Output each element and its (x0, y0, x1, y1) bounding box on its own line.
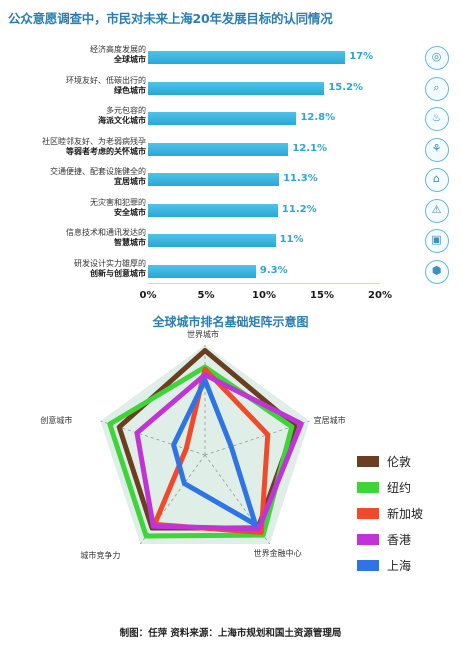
category-icon: ⌕ (425, 76, 449, 101)
legend-label: 新加坡 (387, 507, 424, 521)
bar-category-line1: 多元包容的 (106, 106, 146, 115)
bar-category-label: 社区睦邻友好、为老弱病残孕 等弱者考虑的关怀城市 (42, 137, 146, 157)
bar-row: 社区睦邻友好、为老弱病残孕 等弱者考虑的关怀城市 12.1% ⚘ (0, 137, 461, 163)
bar (148, 81, 325, 95)
bar-category-label: 无灾害和犯罪的 安全城市 (90, 198, 146, 218)
radar-series-香港 (134, 372, 304, 532)
radar-axis-label: 世界城市 (187, 330, 219, 339)
bar-row: 交通便捷、配套设施健全的 宜居城市 11.3% ⌂ (0, 167, 461, 193)
bar-chart-title: 公众意愿调查中，市民对未来上海20年发展目标的认同情况 (8, 11, 333, 26)
bar-value-label: 17% (349, 51, 374, 62)
bar-row: 研发设计实力雄厚的 创新与创意城市 9.3% ⬢ (0, 259, 461, 285)
radar-axis-label: 世界金融中心 (253, 548, 302, 558)
legend-label: 上海 (387, 559, 412, 573)
legend-label: 纽约 (387, 481, 412, 495)
category-icon: ♨ (425, 107, 449, 131)
radar-axis-label: 城市竞争力 (80, 550, 121, 560)
legend-label: 伦敦 (387, 455, 412, 469)
bar (148, 203, 278, 217)
bar-category-label: 信息技术和通讯发达的 智慧城市 (66, 228, 146, 248)
bar-category-line1: 无灾害和犯罪的 (90, 197, 146, 207)
x-tick-label: 15% (310, 290, 334, 301)
legend-swatch (357, 456, 379, 467)
bar-row: 多元包容的 海派文化城市 12.8% ♨ (0, 106, 461, 132)
bar-category-label: 多元包容的 海派文化城市 (98, 106, 146, 126)
bar-category-label: 研发设计实力雄厚的 创新与创意城市 (74, 259, 146, 279)
bar-category-line2: 安全城市 (114, 207, 146, 217)
radar-series-纽约 (107, 364, 295, 539)
bar-value-label: 11% (279, 234, 304, 245)
legend-label: 香港 (387, 533, 412, 547)
category-icon: ▣ (425, 229, 449, 253)
magnifier-icon: ⚠ (431, 202, 442, 216)
category-icon: ⬢ (425, 259, 449, 284)
bar-category-line2: 创新与创意城市 (90, 268, 146, 278)
bar-category-line2: 等弱者考虑的关怀城市 (66, 146, 146, 156)
bar-value-label: 12.1% (292, 142, 328, 154)
radar-chart-title: 全球城市排名基础矩阵示意图 (152, 315, 309, 329)
x-tick-label: 10% (252, 290, 276, 301)
bar-category-line1: 研发设计实力雄厚的 (74, 258, 146, 268)
x-axis-line (148, 283, 380, 284)
bar-value-label: 11.3% (283, 173, 318, 184)
bar (148, 234, 276, 247)
magnifier-icon: ⌂ (433, 172, 440, 185)
bar (148, 173, 280, 186)
bar-category-line1: 社区睦邻友好、为老弱病残孕 (42, 136, 146, 146)
bar-row: 无灾害和犯罪的 安全城市 11.2% ⚠ (0, 198, 461, 224)
bar-row: 信息技术和通讯发达的 智慧城市 11% ▣ (0, 228, 461, 254)
source-credit: 制图：任萍 资料来源：上海市规划和国土资源管理局 (119, 628, 342, 639)
legend-swatch (357, 560, 379, 571)
radar-chart (100, 345, 310, 545)
bar-value-label: 15.2% (328, 81, 364, 93)
bar-category-line1: 交通便捷、配套设施健全的 (50, 167, 146, 176)
bar-category-line1: 经济高度发展的 (90, 45, 146, 54)
category-icon: ◎ (425, 46, 449, 70)
legend-swatch (357, 482, 379, 493)
bar-row: 环境友好、低碳出行的 绿色城市 15.2% ⌕ (0, 76, 461, 102)
legend-swatch (357, 508, 379, 519)
magnifier-icon: ⬢ (431, 263, 442, 277)
category-icon: ⌂ (425, 168, 449, 192)
x-tick-label: 20% (368, 290, 392, 301)
bar (148, 142, 289, 156)
bar (148, 51, 346, 64)
bar-category-line2: 全球城市 (114, 55, 146, 64)
bar-category-line2: 宜居城市 (114, 177, 146, 186)
bar-row: 经济高度发展的 全球城市 17% ◎ (0, 45, 461, 71)
radar-series-上海 (171, 377, 258, 527)
bar (148, 264, 256, 278)
bar-category-line2: 智慧城市 (114, 238, 146, 247)
bar-category-line2: 海派文化城市 (98, 116, 146, 125)
bar-category-line1: 环境友好、低碳出行的 (66, 75, 146, 85)
bar-category-line2: 绿色城市 (114, 85, 146, 95)
magnifier-icon: ◎ (431, 50, 442, 63)
bar-value-label: 11.2% (281, 203, 317, 215)
x-tick-label: 5% (197, 290, 215, 301)
radar-axis-label: 创意城市 (40, 416, 73, 425)
category-icon: ⚘ (425, 137, 449, 162)
radar-axis-label: 宜居城市 (313, 416, 346, 425)
bar (148, 112, 297, 125)
magnifier-icon: ▣ (431, 233, 442, 246)
magnifier-icon: ⚘ (431, 141, 442, 155)
legend-swatch (357, 534, 379, 545)
bar-category-label: 环境友好、低碳出行的 绿色城市 (66, 76, 146, 96)
bar-value-label: 9.3% (259, 264, 288, 276)
magnifier-icon: ⌕ (433, 80, 440, 94)
bar-category-line1: 信息技术和通讯发达的 (66, 228, 146, 237)
bar-category-label: 交通便捷、配套设施健全的 宜居城市 (50, 167, 146, 187)
bar-value-label: 12.8% (300, 112, 336, 123)
magnifier-icon: ♨ (431, 111, 442, 124)
category-icon: ⚠ (425, 198, 449, 223)
bar-category-label: 经济高度发展的 全球城市 (90, 45, 146, 65)
x-tick-label: 0% (139, 290, 157, 301)
